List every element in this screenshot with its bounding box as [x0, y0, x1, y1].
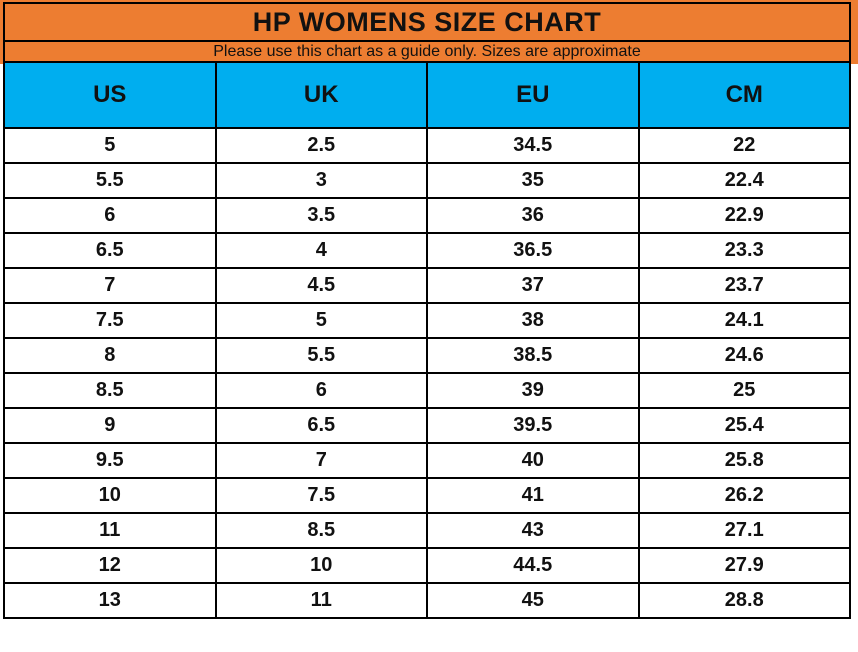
table-row: 9.5 7 40 25.8 [3, 442, 851, 479]
size-cell: 26.2 [637, 477, 851, 514]
size-cell: 38.5 [426, 337, 640, 374]
size-cell: 8 [3, 337, 217, 374]
size-cell: 38 [426, 302, 640, 339]
size-cell: 44.5 [426, 547, 640, 584]
size-cell: 5.5 [3, 162, 217, 199]
size-cell: 6.5 [3, 232, 217, 269]
table-row: 12 10 44.5 27.9 [3, 547, 851, 584]
size-cell: 27.1 [637, 512, 851, 549]
size-cell: 23.3 [637, 232, 851, 269]
col-header-us: US [3, 61, 217, 129]
size-cell: 25.8 [637, 442, 851, 479]
table-row: 5.5 3 35 22.4 [3, 162, 851, 199]
size-cell: 25 [637, 372, 851, 409]
size-cell: 2.5 [214, 127, 428, 164]
table-row: 6.5 4 36.5 23.3 [3, 232, 851, 269]
size-cell: 5.5 [214, 337, 428, 374]
size-cell: 7 [214, 442, 428, 479]
size-cell: 11 [214, 582, 428, 619]
size-cell: 7.5 [214, 477, 428, 514]
table-row: 11 8.5 43 27.1 [3, 512, 851, 549]
size-cell: 10 [214, 547, 428, 584]
size-cell: 5 [3, 127, 217, 164]
table-row: 5 2.5 34.5 22 [3, 127, 851, 164]
size-cell: 36 [426, 197, 640, 234]
subtitle-row: Please use this chart as a guide only. S… [3, 40, 851, 63]
size-cell: 13 [3, 582, 217, 619]
size-cell: 8.5 [3, 372, 217, 409]
size-cell: 45 [426, 582, 640, 619]
col-header-eu: EU [426, 61, 640, 129]
size-cell: 9 [3, 407, 217, 444]
table-row: 8 5.5 38.5 24.6 [3, 337, 851, 374]
size-cell: 41 [426, 477, 640, 514]
size-cell: 36.5 [426, 232, 640, 269]
size-cell: 37 [426, 267, 640, 304]
size-cell: 9.5 [3, 442, 217, 479]
size-cell: 22.4 [637, 162, 851, 199]
col-header-uk: UK [214, 61, 428, 129]
size-chart-table: HP WOMENS SIZE CHART Please use this cha… [3, 2, 851, 619]
size-cell: 24.6 [637, 337, 851, 374]
col-header-cm: CM [637, 61, 851, 129]
column-header-row: US UK EU CM [3, 61, 851, 129]
size-cell: 11 [3, 512, 217, 549]
size-cell: 23.7 [637, 267, 851, 304]
size-cell: 6 [214, 372, 428, 409]
table-row: 13 11 45 28.8 [3, 582, 851, 619]
size-cell: 8.5 [214, 512, 428, 549]
size-cell: 3.5 [214, 197, 428, 234]
size-cell: 28.8 [637, 582, 851, 619]
size-cell: 22.9 [637, 197, 851, 234]
table-row: 6 3.5 36 22.9 [3, 197, 851, 234]
table-row: 8.5 6 39 25 [3, 372, 851, 409]
table-row: 10 7.5 41 26.2 [3, 477, 851, 514]
size-cell: 35 [426, 162, 640, 199]
size-cell: 7.5 [3, 302, 217, 339]
size-cell: 6 [3, 197, 217, 234]
size-cell: 10 [3, 477, 217, 514]
table-row: 7.5 5 38 24.1 [3, 302, 851, 339]
title-row: HP WOMENS SIZE CHART [3, 2, 851, 42]
size-cell: 34.5 [426, 127, 640, 164]
table-row: 9 6.5 39.5 25.4 [3, 407, 851, 444]
size-cell: 3 [214, 162, 428, 199]
size-cell: 43 [426, 512, 640, 549]
size-cell: 25.4 [637, 407, 851, 444]
size-cell: 27.9 [637, 547, 851, 584]
size-cell: 6.5 [214, 407, 428, 444]
size-cell: 40 [426, 442, 640, 479]
size-cell: 24.1 [637, 302, 851, 339]
size-cell: 12 [3, 547, 217, 584]
size-cell: 7 [3, 267, 217, 304]
size-cell: 4 [214, 232, 428, 269]
subtitle-text: Please use this chart as a guide only. S… [3, 40, 851, 63]
size-cell: 5 [214, 302, 428, 339]
size-cell: 39.5 [426, 407, 640, 444]
page-title: HP WOMENS SIZE CHART [3, 2, 851, 42]
size-cell: 4.5 [214, 267, 428, 304]
size-cell: 22 [637, 127, 851, 164]
table-row: 7 4.5 37 23.7 [3, 267, 851, 304]
size-cell: 39 [426, 372, 640, 409]
